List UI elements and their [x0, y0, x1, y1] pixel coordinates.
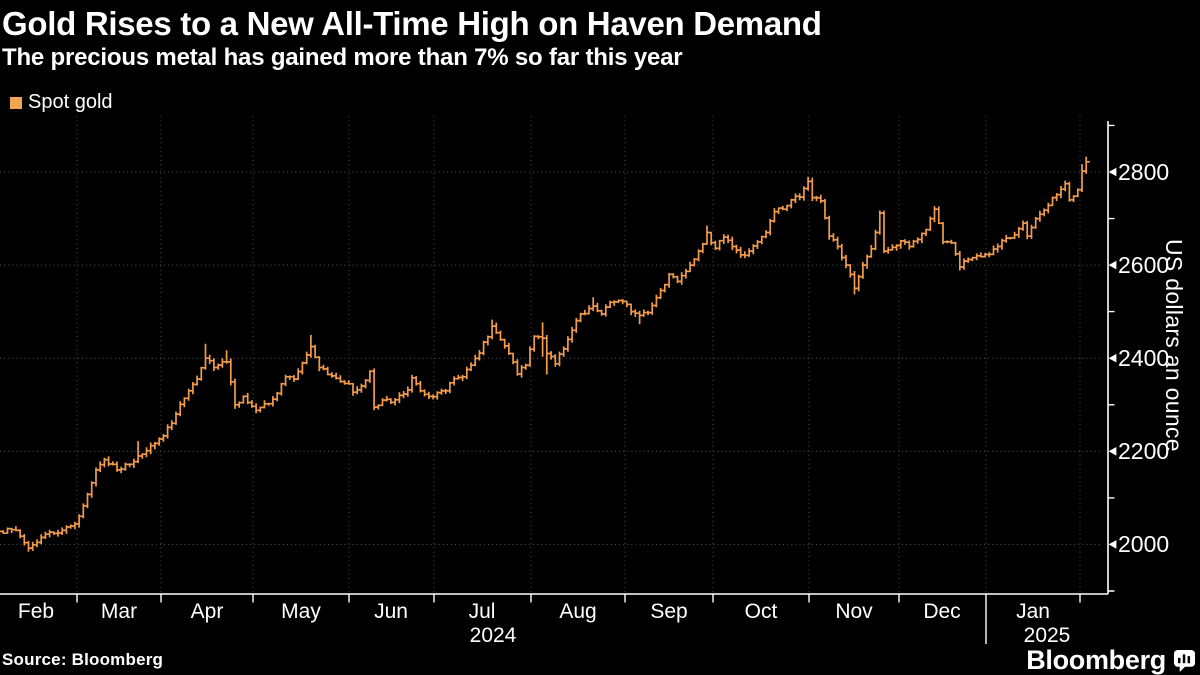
year-label: 2024 — [469, 624, 517, 647]
bloomberg-logo-text: Bloomberg — [1026, 645, 1166, 675]
y-tick-label: 2800 — [1118, 158, 1170, 185]
month-label: Jul — [468, 600, 496, 623]
month-label: Oct — [744, 600, 778, 623]
year-label: 2025 — [1023, 624, 1071, 647]
month-label: Sep — [650, 600, 688, 623]
y-tick-label: 2200 — [1118, 437, 1170, 464]
month-label: Mar — [100, 600, 138, 623]
y-tick-label: 2000 — [1118, 530, 1170, 557]
legend-swatch — [10, 96, 22, 109]
month-label: Jan — [1016, 600, 1050, 623]
chart-subtitle: The precious metal has gained more than … — [2, 44, 683, 71]
month-label: Jun — [374, 600, 408, 623]
month-label: Aug — [559, 600, 597, 623]
bloomberg-logo: Bloomberg — [1026, 645, 1196, 675]
y-tick-label: 2600 — [1118, 251, 1170, 278]
month-label: Dec — [923, 600, 961, 623]
legend-label: Spot gold — [28, 91, 113, 113]
chart-title: Gold Rises to a New All-Time High on Hav… — [2, 5, 822, 42]
source-note: Source: Bloomberg — [2, 650, 164, 669]
month-label: Apr — [190, 600, 224, 623]
legend: Spot gold — [10, 91, 113, 114]
y-tick-label: 2400 — [1118, 344, 1170, 371]
y-axis-title: US dollars an ounce — [1161, 239, 1187, 452]
bloomberg-logo-icon — [1173, 649, 1196, 672]
month-label: May — [281, 600, 321, 623]
month-label: Nov — [835, 600, 873, 623]
month-label: Feb — [17, 600, 55, 623]
